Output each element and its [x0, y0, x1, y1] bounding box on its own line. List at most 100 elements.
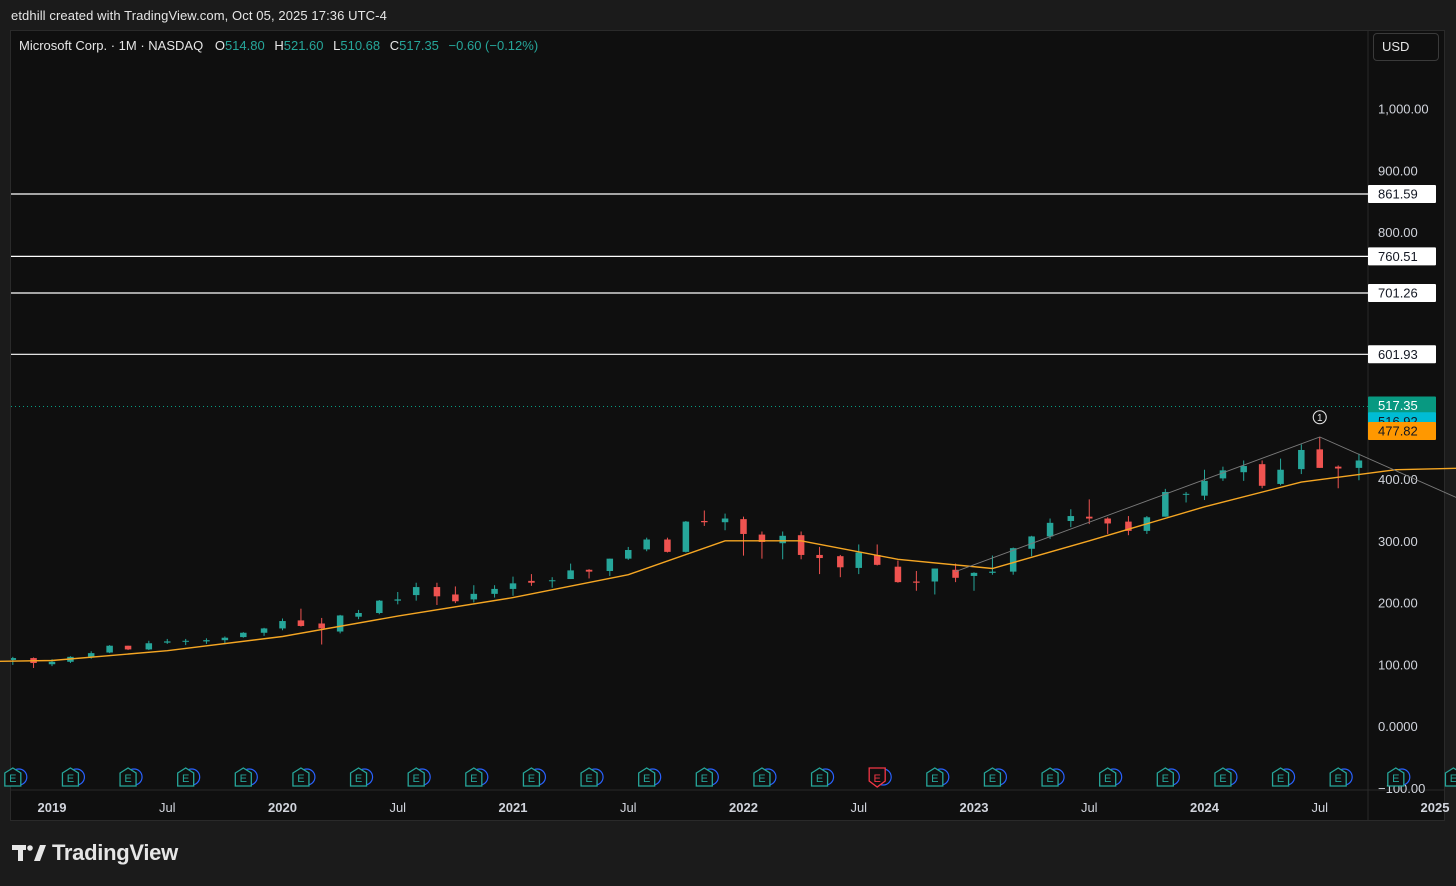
earnings-marker[interactable] [1387, 767, 1405, 787]
earnings-marker[interactable] [1271, 767, 1290, 787]
candle-body[interactable] [1067, 516, 1075, 521]
earnings-marker[interactable] [695, 767, 713, 787]
candle-body[interactable] [1028, 536, 1035, 549]
candle-body[interactable] [931, 568, 939, 582]
candle-body[interactable] [182, 640, 189, 642]
candle-body[interactable] [837, 556, 844, 568]
candle-body[interactable] [585, 569, 593, 572]
candle-body[interactable] [1298, 449, 1305, 470]
earnings-marker[interactable] [580, 767, 598, 787]
candle-body[interactable] [664, 539, 671, 552]
earnings-marker[interactable] [234, 767, 252, 787]
earnings-miss-marker[interactable] [868, 767, 886, 788]
candle-body[interactable] [221, 637, 229, 641]
candle-body[interactable] [894, 566, 902, 583]
earnings-marker[interactable] [753, 767, 771, 787]
candle-body[interactable] [548, 580, 556, 582]
earnings-marker[interactable] [983, 767, 1002, 787]
candle-body[interactable] [567, 570, 574, 580]
earnings-marker[interactable] [1329, 767, 1347, 787]
candle-body[interactable] [1355, 460, 1363, 468]
candle-body[interactable] [470, 593, 478, 600]
earnings-marker[interactable] [1444, 767, 1456, 787]
candle-body[interactable] [913, 581, 920, 583]
candle-body[interactable] [1182, 493, 1190, 495]
earnings-marker[interactable] [1041, 767, 1059, 787]
candle-body[interactable] [952, 569, 959, 578]
candle-body[interactable] [1450, 470, 1456, 481]
candle-body[interactable] [297, 620, 305, 626]
candle-body[interactable] [816, 554, 823, 559]
chart-pane[interactable] [10, 30, 1445, 821]
candle-body[interactable] [1125, 521, 1132, 531]
candle-body[interactable] [989, 571, 996, 573]
candle-body[interactable] [1258, 464, 1266, 486]
earnings-marker[interactable] [61, 767, 80, 787]
candle-body[interactable] [779, 535, 786, 544]
candle-body[interactable] [412, 587, 420, 596]
candle-body[interactable] [10, 658, 17, 660]
candle-body[interactable] [336, 615, 344, 632]
candle-body[interactable] [1240, 466, 1247, 473]
earnings-marker[interactable] [926, 767, 944, 787]
earnings-marker[interactable] [1156, 767, 1174, 787]
earnings-marker[interactable] [177, 767, 195, 787]
candle-body[interactable] [491, 588, 498, 594]
earnings-marker[interactable] [349, 767, 368, 787]
earnings-marker[interactable] [4, 767, 22, 787]
candle-body[interactable] [682, 521, 690, 552]
candle-body[interactable] [1104, 518, 1111, 524]
candle-body[interactable] [1201, 480, 1208, 496]
candle-body[interactable] [1277, 469, 1284, 484]
candle-body[interactable] [1219, 470, 1227, 479]
earnings-marker[interactable] [638, 767, 656, 787]
candle-body[interactable] [1162, 491, 1169, 517]
candle-body[interactable] [355, 612, 362, 617]
candle-body[interactable] [1046, 522, 1054, 537]
earnings-marker[interactable] [1099, 767, 1117, 787]
candle-body[interactable] [625, 550, 632, 559]
candle-body[interactable] [203, 640, 210, 642]
candle-body[interactable] [528, 580, 535, 583]
candle-body[interactable] [124, 645, 132, 650]
candle-body[interactable] [701, 520, 708, 523]
candle-body[interactable] [106, 645, 113, 653]
tradingview-logo[interactable]: TradingView [12, 840, 178, 866]
candle-body[interactable] [394, 599, 402, 601]
candle-body[interactable] [260, 628, 268, 633]
candle-body[interactable] [1413, 466, 1420, 467]
earnings-marker[interactable] [810, 767, 829, 787]
candle-body[interactable] [721, 518, 729, 523]
candle-body[interactable] [1009, 548, 1017, 572]
candle-body[interactable] [376, 600, 383, 613]
currency-button[interactable]: USD [1373, 33, 1439, 61]
earnings-marker[interactable] [119, 767, 137, 787]
candle-body[interactable] [797, 535, 805, 555]
candle-body[interactable] [509, 583, 517, 589]
candle-body[interactable] [452, 594, 459, 602]
candle-body[interactable] [87, 653, 95, 657]
earnings-marker[interactable] [522, 767, 541, 787]
candle-body[interactable] [1316, 449, 1324, 468]
candle-body[interactable] [855, 552, 863, 568]
candle-body[interactable] [643, 539, 650, 550]
candle-body[interactable] [758, 534, 766, 542]
candle-body[interactable] [873, 554, 881, 565]
candle-body[interactable] [145, 643, 153, 650]
candle-body[interactable] [279, 621, 286, 629]
earnings-marker[interactable] [292, 767, 310, 787]
earnings-marker[interactable] [407, 767, 425, 787]
candle-body[interactable] [48, 661, 56, 665]
earnings-marker[interactable] [1214, 767, 1232, 787]
candle-body[interactable] [740, 519, 747, 534]
candle-body[interactable] [433, 587, 441, 597]
candle-body[interactable] [970, 572, 978, 576]
earnings-marker[interactable] [465, 767, 483, 787]
candle-body[interactable] [318, 623, 325, 629]
candle-body[interactable] [1334, 466, 1342, 469]
candle-body[interactable] [164, 641, 171, 643]
candle-body[interactable] [240, 632, 247, 638]
wave-path-line[interactable] [955, 189, 1456, 573]
symbol-title[interactable]: Microsoft Corp. · 1M · NASDAQ [19, 38, 204, 53]
